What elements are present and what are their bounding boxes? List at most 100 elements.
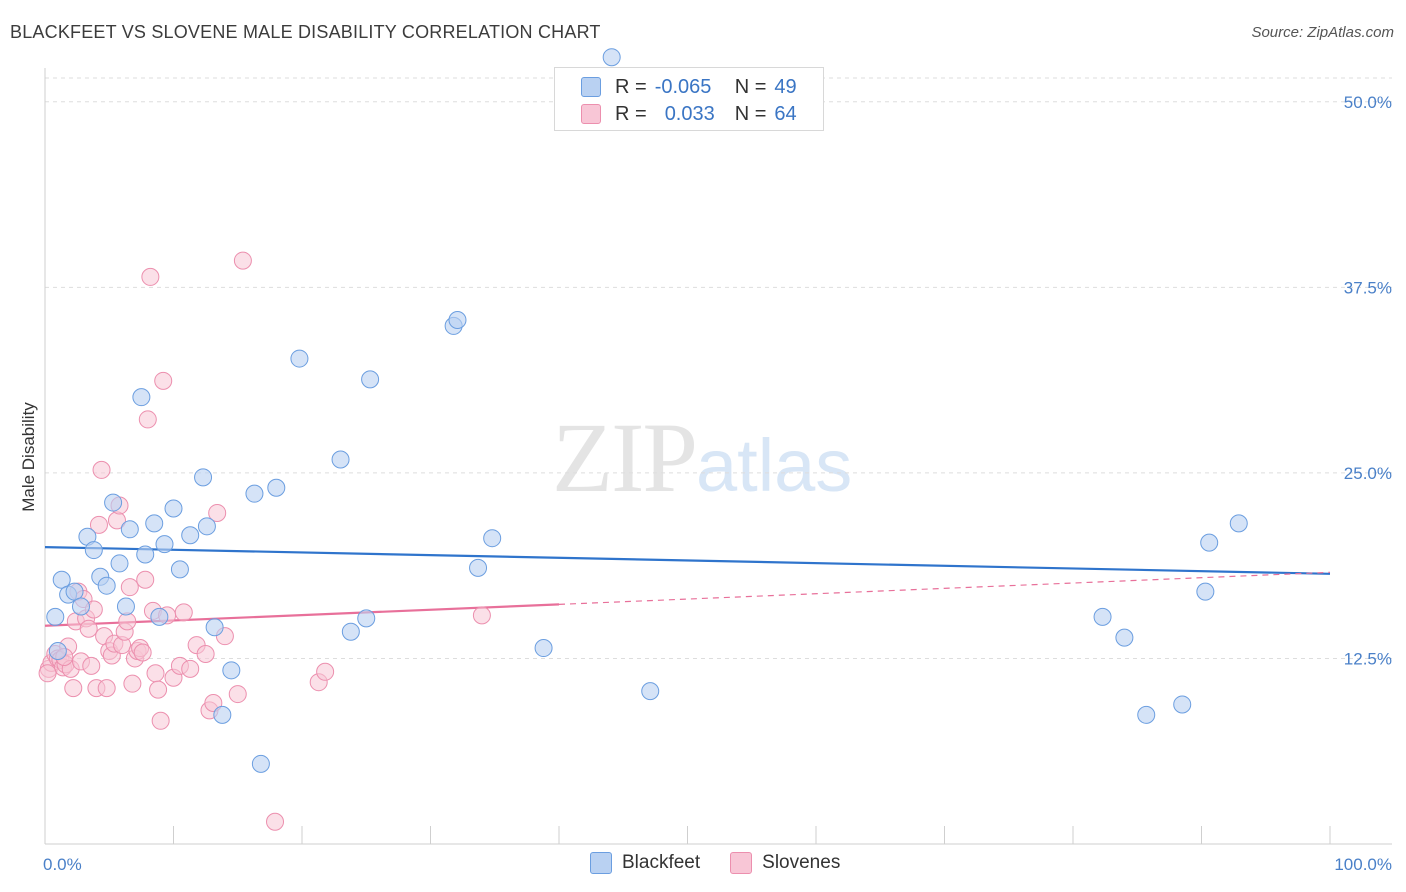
blackfeet-point — [181, 526, 200, 545]
blackfeet-point — [120, 520, 139, 539]
slovenes-point — [97, 679, 116, 698]
blackfeet-point — [97, 576, 116, 595]
blackfeet-point — [222, 661, 241, 680]
blackfeet-point — [1200, 533, 1219, 552]
slovenes-point — [472, 606, 491, 625]
x-tick-label: 0.0% — [43, 855, 82, 874]
x-tick-label: 100.0% — [1334, 855, 1392, 874]
blackfeet-point — [361, 370, 380, 389]
blackfeet-point — [331, 450, 350, 469]
blackfeet-point — [194, 468, 213, 487]
y-tick-label: 12.5% — [1344, 649, 1392, 668]
legend-swatch-blue — [590, 852, 612, 874]
slovenes-point — [133, 643, 152, 662]
legend-row-slovenes: R = 0.033 N = 64 — [581, 102, 797, 126]
slovenes-point — [174, 603, 193, 622]
blackfeet-point — [136, 545, 155, 564]
legend-item-slovenes: Slovenes — [730, 852, 840, 874]
slovenes-point — [79, 619, 98, 638]
legend-n-label: N = — [734, 102, 767, 125]
legend-swatch-pink — [730, 852, 753, 874]
legend-n-value: 49 — [774, 75, 797, 98]
slovenes-point — [233, 251, 252, 270]
chart-title: BLACKFEET VS SLOVENE MALE DISABILITY COR… — [10, 22, 601, 42]
blackfeet-point — [65, 582, 84, 601]
blackfeet-point — [1229, 514, 1248, 533]
y-axis-label: Male Disability — [19, 402, 38, 512]
series-legend: Blackfeet Slovenes — [590, 852, 870, 874]
slovenes-points — [38, 251, 491, 831]
legend-label-blackfeet: Blackfeet — [622, 852, 701, 873]
blackfeet-point — [46, 607, 65, 626]
watermark-atlas: atlas — [696, 424, 853, 507]
slovenes-point — [266, 812, 285, 831]
slovenes-point — [181, 659, 200, 678]
blackfeet-point — [132, 388, 151, 407]
source-label: Source: ZipAtlas.com — [1251, 24, 1394, 41]
slovenes-point — [141, 267, 160, 286]
blackfeet-point — [48, 642, 67, 661]
slovenes-point — [228, 685, 247, 704]
blackfeet-point — [213, 705, 232, 724]
slovenes-point — [136, 570, 155, 589]
tick-labels: 12.5% 25.0% 37.5% 50.0% 0.0% 100.0% — [43, 93, 1392, 874]
blackfeet-point — [245, 484, 264, 503]
blackfeet-point — [1196, 582, 1215, 601]
blackfeet-point — [52, 570, 71, 589]
blackfeet-point — [1137, 705, 1156, 724]
blackfeet-point — [104, 493, 123, 512]
blackfeet-point — [84, 541, 103, 560]
blackfeet-point — [150, 607, 169, 626]
legend-label-slovenes: Slovenes — [762, 852, 841, 873]
blackfeet-point — [110, 554, 129, 573]
y-tick-label: 50.0% — [1344, 93, 1392, 112]
blackfeet-point — [205, 618, 224, 637]
blackfeet-point — [197, 517, 216, 536]
legend-n-label: N = — [734, 75, 767, 98]
legend-swatch-blue — [581, 77, 601, 97]
slovenes-point — [38, 664, 57, 683]
watermark: ZIPatlas — [552, 400, 852, 515]
legend-r-label: R = — [615, 75, 647, 98]
slovenes-point — [82, 656, 101, 675]
blackfeet-trend-line — [44, 546, 1331, 575]
legend-swatch-pink — [581, 104, 601, 124]
blackfeet-points — [46, 48, 1248, 773]
slovenes-point — [64, 679, 83, 698]
slovenes-point — [151, 711, 170, 730]
blackfeet-point — [641, 682, 660, 701]
blackfeet-point — [1115, 628, 1134, 647]
blackfeet-point — [170, 560, 189, 579]
slovenes-point — [316, 662, 335, 681]
slovenes-point — [154, 371, 173, 390]
blackfeet-point — [483, 529, 502, 548]
blackfeet-point — [357, 609, 376, 628]
slovenes-point — [123, 674, 142, 693]
legend-row-blackfeet: R = -0.065 N = 49 — [581, 75, 797, 99]
trend-lines — [44, 546, 1331, 627]
blackfeet-point — [71, 597, 90, 616]
blackfeet-point — [534, 639, 553, 658]
blackfeet-point — [116, 597, 135, 616]
legend-r-value: 0.033 — [664, 102, 715, 125]
blackfeet-point — [448, 310, 467, 329]
blackfeet-point — [341, 622, 360, 641]
legend-r-value: -0.065 — [654, 75, 712, 98]
blackfeet-point — [267, 478, 286, 497]
blackfeet-point — [155, 535, 174, 554]
slovenes-point — [208, 503, 227, 522]
axes — [44, 68, 1392, 845]
blackfeet-point — [602, 48, 621, 67]
blackfeet-point — [145, 514, 164, 533]
blackfeet-point — [1093, 607, 1112, 626]
slovenes-point — [89, 515, 108, 534]
legend-item-blackfeet: Blackfeet — [590, 852, 700, 874]
slovenes-trend-extension — [558, 571, 1331, 606]
slovenes-point — [149, 680, 168, 699]
y-tick-label: 37.5% — [1344, 278, 1392, 297]
blackfeet-point — [290, 349, 309, 368]
blackfeet-point — [1173, 695, 1192, 714]
legend-r-label: R = — [615, 102, 647, 125]
slovenes-point — [196, 644, 215, 663]
